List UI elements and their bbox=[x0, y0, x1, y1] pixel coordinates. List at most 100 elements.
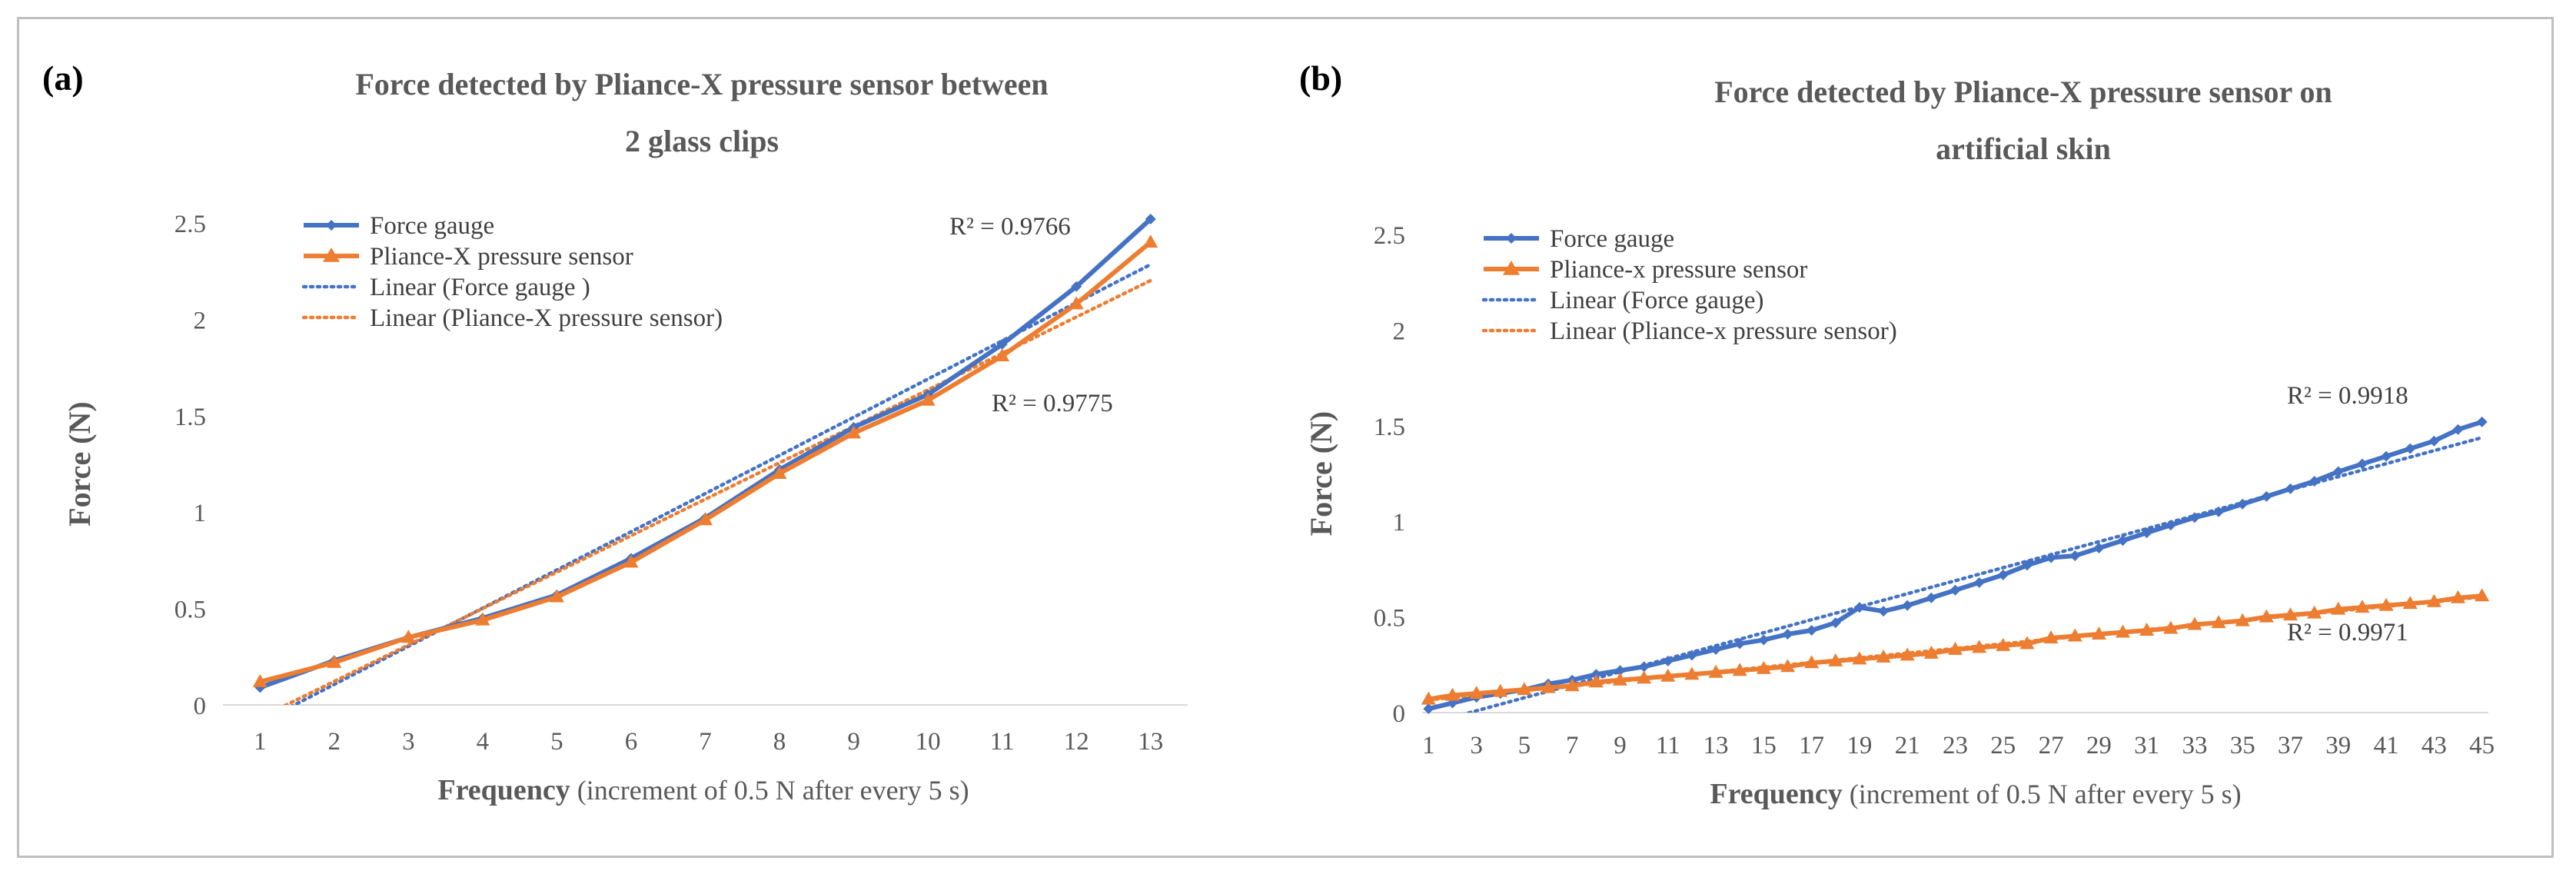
data-point-sensor bbox=[1732, 663, 1747, 676]
r2-label: R² = 0.9775 bbox=[992, 390, 1113, 417]
data-point-sensor bbox=[401, 630, 416, 643]
data-point-force-gauge bbox=[2141, 527, 2152, 539]
y-tick-label: 2.5 bbox=[175, 211, 206, 238]
data-point-force-gauge bbox=[2452, 424, 2464, 435]
data-point-sensor bbox=[1612, 672, 1627, 686]
chart-title-line: Force detected by Pliance-X pressure sen… bbox=[355, 67, 1048, 101]
data-point-sensor bbox=[846, 425, 862, 439]
r2-label: R² = 0.9918 bbox=[2287, 382, 2408, 410]
data-point-force-gauge bbox=[2237, 498, 2249, 510]
data-point-force-gauge bbox=[2189, 512, 2200, 523]
x-axis-label: Frequency (increment of 0.5 N after ever… bbox=[437, 774, 969, 806]
y-tick-label: 1.5 bbox=[175, 404, 206, 431]
data-point-sensor bbox=[2331, 601, 2346, 615]
data-point-sensor bbox=[1996, 637, 2011, 651]
data-point-sensor bbox=[1143, 234, 1158, 248]
data-point-sensor bbox=[1828, 653, 1843, 666]
x-tick-label: 45 bbox=[2469, 732, 2495, 759]
x-tick-label: 12 bbox=[1064, 728, 1089, 756]
data-point-sensor bbox=[2426, 593, 2441, 607]
y-tick-label: 0 bbox=[1393, 700, 1406, 728]
data-point-force-gauge bbox=[1973, 577, 1985, 588]
data-point-sensor bbox=[1421, 691, 1436, 705]
data-point-sensor bbox=[2402, 596, 2418, 610]
data-point-sensor bbox=[1876, 649, 1891, 663]
x-tick-label: 5 bbox=[550, 728, 563, 756]
data-point-sensor bbox=[1069, 296, 1084, 310]
x-tick-label: 21 bbox=[1895, 732, 1920, 759]
x-axis-label-bold: Frequency bbox=[1710, 778, 1842, 810]
data-point-force-gauge bbox=[1949, 584, 1961, 596]
data-point-sensor bbox=[698, 512, 713, 526]
data-point-force-gauge bbox=[2093, 543, 2105, 554]
data-point-sensor bbox=[1493, 683, 1508, 697]
legend-marker-triangle bbox=[1503, 261, 1520, 275]
data-point-force-gauge bbox=[1071, 281, 1082, 292]
x-tick-label: 15 bbox=[1751, 732, 1777, 759]
data-point-sensor bbox=[2019, 636, 2035, 650]
x-tick-label: 5 bbox=[1518, 732, 1531, 759]
figure: (a) Force detected by Pliance-X pressure … bbox=[17, 17, 2554, 858]
y-tick-label: 1 bbox=[194, 500, 207, 527]
x-tick-label: 29 bbox=[2086, 732, 2112, 759]
data-point-force-gauge bbox=[1758, 634, 1770, 646]
panel-label: (b) bbox=[1299, 58, 1342, 98]
data-point-force-gauge bbox=[2261, 490, 2272, 502]
y-tick-label: 0.5 bbox=[175, 597, 206, 624]
y-axis-label: Force (N) bbox=[62, 401, 97, 527]
data-point-sensor bbox=[2235, 613, 2250, 626]
legend-label: Linear (Force gauge ) bbox=[370, 274, 590, 301]
legend-label: Pliance-X pressure sensor bbox=[370, 243, 633, 271]
figure-canvas: (a) Force detected by Pliance-X pressure … bbox=[42, 58, 2495, 810]
x-axis-label-rest: (increment of 0.5 N after every 5 s) bbox=[570, 775, 969, 806]
data-point-force-gauge bbox=[2069, 550, 2081, 561]
data-point-sensor bbox=[1972, 640, 1987, 653]
y-tick-label: 2 bbox=[1393, 317, 1406, 345]
data-point-sensor bbox=[1756, 660, 1771, 674]
x-tick-label: 19 bbox=[1846, 732, 1872, 759]
panel-label: (a) bbox=[42, 58, 84, 98]
data-point-force-gauge bbox=[1806, 625, 1817, 636]
data-point-force-gauge bbox=[2308, 475, 2320, 487]
legend-label: Force gauge bbox=[370, 212, 494, 240]
legend: Force gauge Pliance-x pressure sensor Line… bbox=[1481, 225, 1897, 345]
legend-label: Linear (Pliance-x pressure sensor) bbox=[1550, 317, 1897, 345]
x-tick-label: 9 bbox=[847, 728, 860, 756]
data-point-sensor bbox=[2211, 615, 2226, 629]
x-tick-label: 33 bbox=[2182, 732, 2207, 759]
x-tick-label: 2 bbox=[328, 728, 341, 756]
x-tick-label: 31 bbox=[2134, 732, 2159, 759]
data-point-force-gauge bbox=[1830, 617, 1841, 629]
series-line-force-gauge bbox=[1428, 419, 2483, 711]
data-point-force-gauge bbox=[1853, 602, 1865, 613]
data-point-sensor bbox=[2307, 605, 2322, 619]
data-point-sensor bbox=[1804, 655, 1820, 669]
data-point-sensor bbox=[1852, 651, 1867, 665]
data-point-force-gauge bbox=[1614, 665, 1626, 676]
data-point-force-gauge bbox=[2356, 458, 2368, 470]
y-tick-label: 0 bbox=[194, 693, 207, 720]
x-tick-label: 43 bbox=[2421, 732, 2447, 759]
data-point-force-gauge bbox=[2021, 560, 2033, 571]
x-tick-label: 39 bbox=[2325, 732, 2351, 759]
data-point-sensor bbox=[2355, 600, 2370, 613]
data-point-sensor bbox=[1517, 682, 1532, 696]
legend-label: Linear (Force gauge) bbox=[1550, 287, 1764, 314]
data-point-sensor bbox=[2163, 620, 2179, 634]
y-axis-label: Force (N) bbox=[1304, 411, 1338, 537]
x-tick-label: 10 bbox=[916, 728, 941, 756]
data-point-sensor bbox=[623, 554, 639, 568]
data-point-force-gauge bbox=[1145, 213, 1156, 224]
data-point-force-gauge bbox=[2428, 435, 2440, 447]
y-tick-label: 1.5 bbox=[1374, 414, 1405, 441]
data-point-sensor bbox=[1541, 680, 1556, 693]
panel-b: (b) Force detected by Pliance-X pressure … bbox=[1299, 58, 2495, 810]
legend-label: Force gauge bbox=[1550, 225, 1674, 253]
x-tick-label: 4 bbox=[477, 728, 490, 756]
data-point-sensor bbox=[2475, 588, 2490, 602]
data-point-sensor bbox=[1588, 674, 1604, 688]
x-axis-label-rest: (increment of 0.5 N after every 5 s) bbox=[1843, 779, 2242, 809]
data-point-sensor bbox=[252, 673, 268, 687]
chart-title-line: 2 glass clips bbox=[625, 124, 779, 158]
legend-marker-diamond bbox=[1506, 233, 1517, 244]
